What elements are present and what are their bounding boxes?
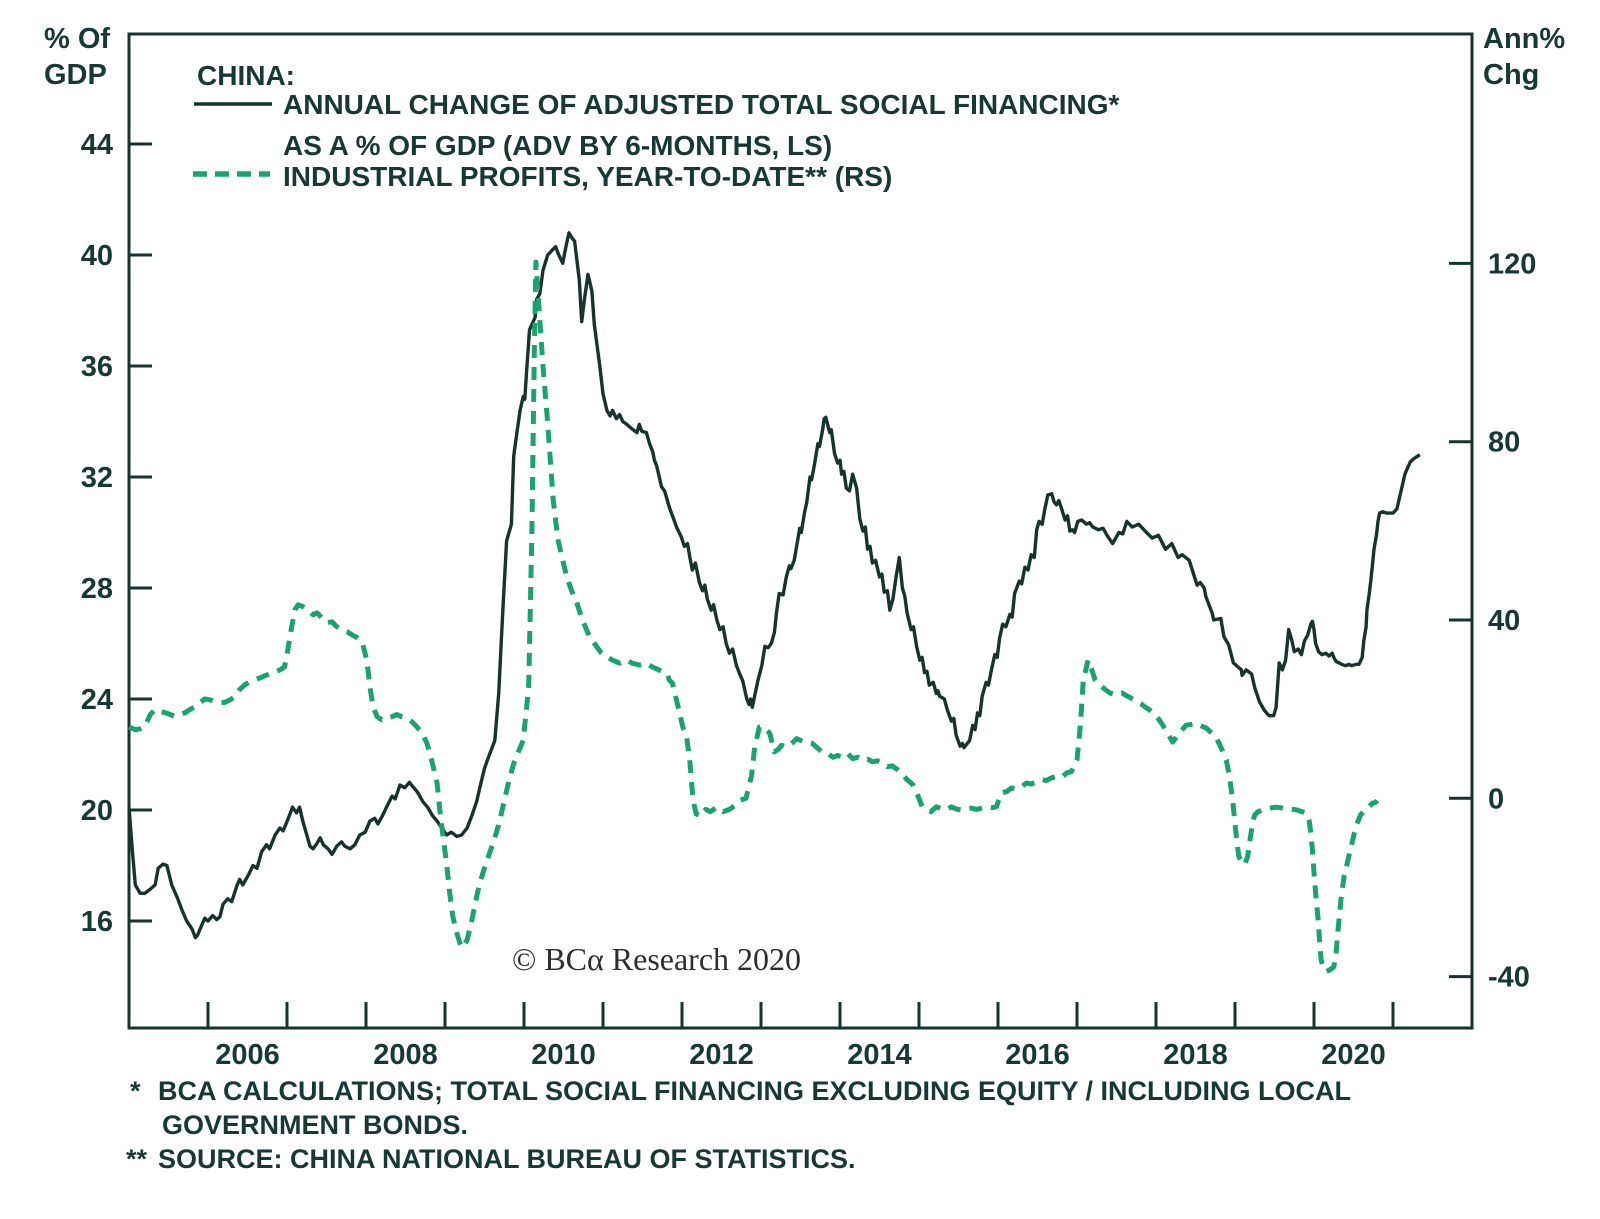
left-tick-label-24: 24 xyxy=(81,684,113,716)
industrial-profits-dashed-line xyxy=(128,259,1380,974)
right-tick-label-40: 40 xyxy=(1488,605,1520,637)
legend-title: CHINA: xyxy=(197,60,295,91)
left-tick-label-32: 32 xyxy=(81,462,113,494)
series-lines xyxy=(127,231,1421,974)
x-axis-label-2008: 2008 xyxy=(373,1039,438,1071)
left-tick-label-44: 44 xyxy=(81,129,113,161)
legend-series1-label-line2: AS A % OF GDP (ADV BY 6-MONTHS, LS) xyxy=(283,130,832,161)
right-tick-label--40: -40 xyxy=(1488,962,1530,994)
legend-series2-label: INDUSTRIAL PROFITS, YEAR-TO-DATE** (RS) xyxy=(283,161,892,192)
x-axis-label-2018: 2018 xyxy=(1163,1039,1228,1071)
right-tick-label-0: 0 xyxy=(1488,783,1504,815)
x-axis-label-2020: 2020 xyxy=(1321,1039,1386,1071)
x-axis-labels: 2006 2008 2010 2012 2014 2016 2018 2020 xyxy=(215,1039,1386,1071)
right-tick-label-80: 80 xyxy=(1488,427,1520,459)
right-axis-unit-label-line2: Chg xyxy=(1483,59,1539,91)
x-axis-label-2016: 2016 xyxy=(1005,1039,1070,1071)
right-tick-label-120: 120 xyxy=(1488,248,1536,280)
watermark: © BCα Research 2020 xyxy=(512,941,801,977)
tsf-solid-line xyxy=(127,231,1421,940)
x-axis-label-2006: 2006 xyxy=(215,1039,280,1071)
left-tick-label-36: 36 xyxy=(81,351,113,383)
left-tick-label-20: 20 xyxy=(81,795,113,827)
x-axis-label-2010: 2010 xyxy=(531,1039,596,1071)
right-axis-tick-labels: 120 80 40 0 -40 xyxy=(1488,248,1536,993)
x-axis-label-2014: 2014 xyxy=(847,1039,912,1071)
footnote-1-text: BCA CALCULATIONS; TOTAL SOCIAL FINANCING… xyxy=(158,1076,1351,1106)
footnotes: * BCA CALCULATIONS; TOTAL SOCIAL FINANCI… xyxy=(126,1076,1351,1174)
right-axis-unit-label-line1: Ann% xyxy=(1483,23,1565,55)
x-axis-label-2012: 2012 xyxy=(689,1039,754,1071)
left-axis-unit-label-line1: % Of xyxy=(44,23,110,55)
left-axis-tick-labels: 44 40 36 32 28 24 20 16 xyxy=(81,129,113,938)
left-tick-label-28: 28 xyxy=(81,573,113,605)
left-axis-unit-label-line2: GDP xyxy=(44,59,107,91)
footnote-1-text-line2: GOVERNMENT BONDS. xyxy=(162,1110,468,1140)
legend: CHINA: ANNUAL CHANGE OF ADJUSTED TOTAL S… xyxy=(193,60,1120,192)
right-axis-ticks xyxy=(1449,261,1472,979)
plot-frame xyxy=(127,32,1474,1030)
footnote-2-marker: ** xyxy=(126,1144,148,1174)
footnote-1-marker: * xyxy=(130,1076,141,1106)
left-tick-label-16: 16 xyxy=(81,906,113,938)
footnote-2-text: SOURCE: CHINA NATIONAL BUREAU OF STATIST… xyxy=(158,1144,856,1174)
legend-series1-label-line1: ANNUAL CHANGE OF ADJUSTED TOTAL SOCIAL F… xyxy=(283,89,1120,120)
left-axis-ticks xyxy=(129,142,152,923)
x-axis-ticks xyxy=(206,1002,1395,1028)
left-tick-label-40: 40 xyxy=(81,240,113,272)
